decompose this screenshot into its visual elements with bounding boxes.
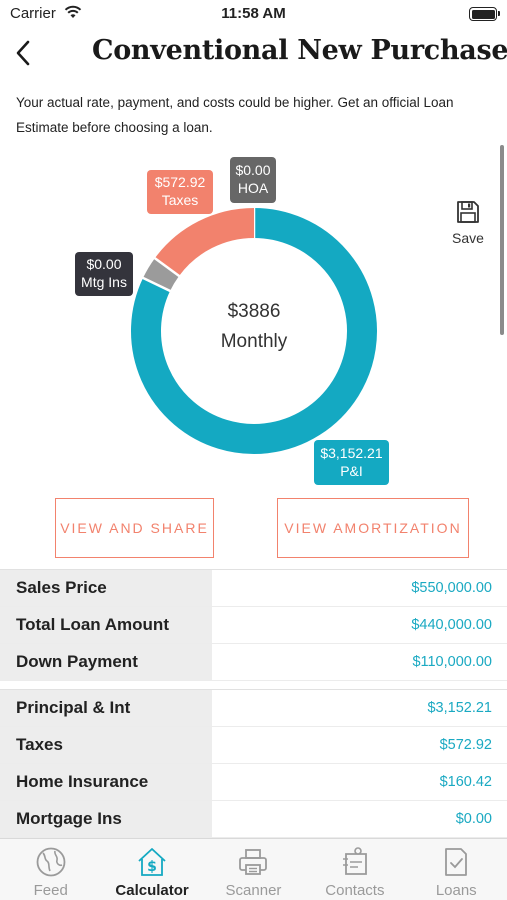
table-row: Down Payment $110,000.00 (0, 644, 507, 681)
tab-label: Scanner (225, 882, 282, 899)
pi-callout: $3,152.21 P&I (314, 440, 389, 485)
mtg-ins-value: $0.00 (86, 256, 122, 272)
view-amortization-button[interactable]: VIEW AMORTIZATION (277, 498, 469, 558)
wifi-icon (64, 5, 82, 23)
table-row: Mortgage Ins $0.00 (0, 801, 507, 838)
tab-loans[interactable]: Loans (406, 839, 507, 900)
table-row: Principal & Int $3,152.21 (0, 690, 507, 727)
tab-label: Loans (435, 882, 477, 899)
pi-value: $3,152.21 (320, 445, 383, 461)
row-value[interactable]: $0.00 (455, 811, 492, 827)
loan-summary-table: Sales Price $550,000.00 Total Loan Amoun… (0, 569, 507, 681)
taxes-callout: $572.92 Taxes (147, 170, 213, 214)
tab-label: Calculator (115, 882, 189, 899)
tab-scanner[interactable]: Scanner (203, 839, 304, 900)
row-value[interactable]: $440,000.00 (411, 617, 492, 633)
table-row: Sales Price $550,000.00 (0, 570, 507, 607)
payment-donut-chart: $3886 Monthly (0, 150, 507, 490)
row-value[interactable]: $3,152.21 (427, 700, 492, 716)
row-label: Down Payment (0, 644, 212, 680)
table-row: Home Insurance $160.42 (0, 764, 507, 801)
pi-label: P&I (340, 463, 363, 479)
nav-bar: Conventional New Purchase (0, 28, 507, 78)
mtg-ins-callout: $0.00 Mtg Ins (75, 252, 133, 296)
donut-separator (141, 276, 172, 293)
scroll-indicator[interactable] (500, 145, 504, 335)
donut-separator (153, 256, 181, 278)
house-dollar-icon: $ (101, 845, 202, 879)
row-value[interactable]: $572.92 (439, 737, 492, 753)
row-label: Principal & Int (0, 690, 212, 726)
status-bar: Carrier 11:58 AM (0, 0, 507, 28)
hoa-label: HOA (237, 180, 269, 196)
monthly-label: Monthly (220, 331, 288, 352)
page-title: Conventional New Purchase (92, 35, 507, 66)
save-button[interactable]: Save (448, 199, 488, 251)
row-value[interactable]: $110,000.00 (412, 654, 492, 670)
donut-slice-mtg-ins (143, 258, 180, 292)
row-label: Taxes (0, 727, 212, 763)
row-label: Sales Price (0, 570, 212, 606)
svg-text:$: $ (147, 859, 157, 875)
disclaimer-text: Your actual rate, payment, and costs cou… (16, 95, 454, 135)
tab-calculator[interactable]: $ Calculator (101, 839, 202, 900)
save-label: Save (452, 230, 484, 246)
row-label: Home Insurance (0, 764, 212, 800)
tab-label: Contacts (325, 882, 385, 899)
clock: 11:58 AM (221, 5, 286, 22)
floppy-disk-icon (457, 201, 479, 223)
taxes-value: $572.92 (154, 174, 206, 190)
battery-icon (469, 7, 500, 21)
row-value[interactable]: $160.42 (439, 774, 492, 790)
contact-card-icon (304, 845, 405, 879)
globe-icon (0, 845, 101, 879)
document-check-icon (406, 845, 507, 879)
row-label: Mortgage Ins (0, 801, 212, 837)
tab-bar: Feed $ Calculator Scanner Contacts Loans (0, 838, 507, 900)
hoa-callout: $0.00 HOA (230, 157, 276, 203)
mtg-ins-label: Mtg Ins (81, 274, 127, 290)
carrier-label: Carrier (10, 5, 56, 22)
tab-label: Feed (33, 882, 68, 899)
hoa-value: $0.00 (235, 162, 271, 178)
printer-icon (203, 845, 304, 879)
payment-breakdown-table: Principal & Int $3,152.21 Taxes $572.92 … (0, 689, 507, 838)
row-label: Total Loan Amount (0, 607, 212, 643)
tab-feed[interactable]: Feed (0, 839, 101, 900)
row-value[interactable]: $550,000.00 (411, 580, 492, 596)
chevron-left-icon (16, 40, 30, 66)
back-button[interactable] (8, 36, 38, 70)
donut-slice-taxes (154, 208, 255, 277)
tab-contacts[interactable]: Contacts (304, 839, 405, 900)
taxes-label: Taxes (161, 192, 199, 208)
table-row: Taxes $572.92 (0, 727, 507, 764)
donut-slice-p-i (131, 208, 377, 454)
table-row: Total Loan Amount $440,000.00 (0, 607, 507, 644)
view-and-share-button[interactable]: VIEW AND SHARE (55, 498, 214, 558)
monthly-total: $3886 (227, 301, 281, 322)
